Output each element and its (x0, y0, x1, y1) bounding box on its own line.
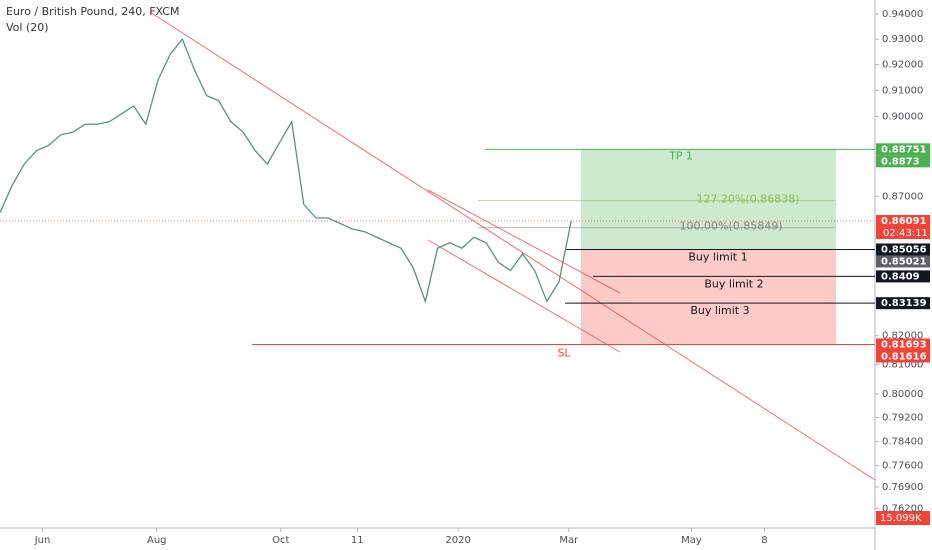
trend-line (149, 11, 876, 481)
level-label: Buy limit 2 (704, 277, 763, 290)
price-tag (876, 214, 930, 227)
x-tick-label: Aug (147, 535, 167, 546)
channel-line (427, 239, 621, 353)
y-tick-label: 0.76900 (882, 482, 923, 493)
price-tag-label: 0.86091 (881, 216, 927, 227)
y-tick-label: 0.77600 (882, 461, 923, 472)
channel-line (427, 189, 621, 294)
price-tag-label: 0.81693 (881, 340, 927, 351)
price-tag (876, 143, 930, 156)
level-label: TP 1 (668, 149, 693, 162)
price-tag (876, 255, 930, 268)
y-tick-label: 0.91000 (882, 85, 923, 96)
level-label: 100.00%(0.85849) (679, 220, 782, 233)
level-label: Buy limit 3 (690, 304, 749, 317)
price-tag-label: 0.8409 (881, 271, 920, 282)
price-tag-label: 0.83139 (881, 298, 927, 309)
price-tag (876, 350, 930, 363)
volume-tag-label: 15.099K (880, 513, 922, 524)
y-tick-label: 0.79200 (882, 412, 923, 423)
y-tick-label: 0.87000 (882, 191, 923, 202)
x-tick-label: 8 (761, 535, 767, 546)
x-tick-label: May (681, 535, 702, 546)
chart-title: Euro / British Pound, 240, FXCM (6, 5, 179, 18)
y-tick-label: 0.76200 (882, 503, 923, 514)
price-tag-label: 0.8873 (881, 156, 920, 167)
x-tick-label: Mar (559, 535, 579, 546)
price-tag-label: 0.88751 (881, 144, 927, 155)
volume-tag (876, 511, 930, 525)
take-profit-zone (581, 149, 836, 250)
y-tick-label: 0.93000 (882, 34, 923, 45)
y-tick-label: 0.94000 (882, 9, 923, 20)
x-tick-label: Jun (34, 535, 51, 546)
price-tag (876, 338, 930, 351)
price-tag (876, 155, 930, 168)
countdown-label: 02:43:11 (883, 228, 928, 239)
y-tick-label: 0.92000 (882, 60, 923, 71)
price-tag (876, 243, 930, 256)
indicator-label: Vol (20) (6, 21, 49, 34)
price-tag-label: 0.81616 (881, 352, 927, 363)
price-tag (876, 297, 930, 310)
level-label: 127.20%(0.86838) (696, 193, 799, 206)
x-tick-label: 11 (351, 535, 364, 546)
x-tick-label: Oct (272, 535, 289, 546)
level-label: Buy limit 1 (688, 250, 747, 263)
level-label: SL (557, 347, 571, 360)
countdown-tag (876, 226, 930, 239)
y-tick-label: 0.80000 (882, 389, 923, 400)
price-line (0, 37, 572, 304)
y-tick-label: 0.90000 (882, 111, 923, 122)
stop-loss-zone (581, 249, 836, 345)
price-tag-label: 0.85056 (881, 244, 927, 255)
y-tick-label: 0.82000 (882, 331, 923, 342)
price-tag-label: 0.85021 (881, 256, 927, 267)
x-tick-label: 2020 (445, 535, 470, 546)
price-tag (876, 270, 930, 283)
y-tick-label: 0.81000 (882, 360, 923, 371)
y-tick-label: 0.78400 (882, 436, 923, 447)
